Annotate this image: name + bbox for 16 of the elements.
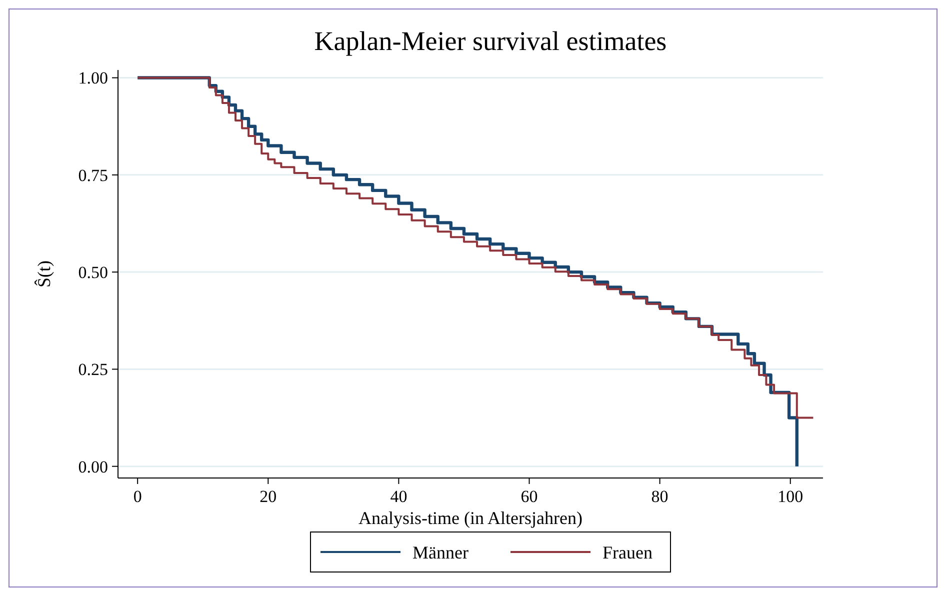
- legend-label: Frauen: [602, 542, 652, 562]
- x-tick-label: 20: [260, 487, 277, 506]
- y-tick-label: 0.00: [78, 457, 108, 476]
- y-tick-label: 0.25: [78, 360, 108, 380]
- y-tick-label: 0.50: [78, 263, 108, 282]
- y-tick-label: 0.75: [78, 166, 108, 185]
- x-tick-label: 60: [520, 487, 538, 506]
- x-tick-label: 100: [778, 487, 804, 506]
- x-axis-title: Analysis-time (in Altersjahren): [358, 508, 582, 528]
- y-axis-title: Ŝ(t): [34, 260, 54, 288]
- chart-title: Kaplan-Meier survival estimates: [314, 26, 667, 56]
- x-tick-label: 80: [651, 487, 668, 506]
- legend-label: Männer: [412, 542, 468, 562]
- x-tick-label: 40: [390, 487, 408, 506]
- y-tick-label: 1.00: [78, 68, 108, 88]
- x-tick-label: 0: [133, 487, 142, 506]
